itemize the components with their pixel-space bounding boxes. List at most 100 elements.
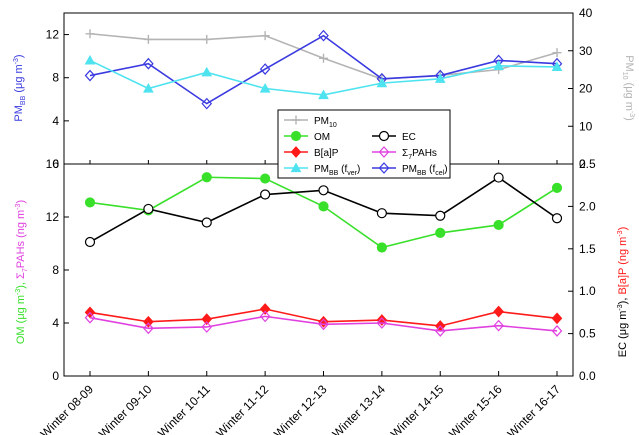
data-point-om — [435, 227, 446, 238]
legend-entry-om: OM — [284, 130, 330, 143]
bottom-left-axis-label-om-end: ), — [15, 279, 27, 289]
y-tick-label: 4 — [52, 114, 59, 128]
bottom-right-axis-label: EC (μg m-3), B[a]P (ng m-3) — [617, 227, 629, 358]
legend-swatch-marker — [290, 146, 302, 158]
data-point-om — [260, 173, 271, 184]
top-left-axis-label-sup: -3 — [13, 58, 20, 64]
data-point-pm10 — [143, 34, 153, 44]
bottom-right-axis-label-sup: -3 — [617, 304, 624, 310]
data-point-7pahs — [376, 317, 388, 329]
legend-label-part: Σ — [402, 148, 408, 159]
y-tick-label: 0.0 — [579, 369, 596, 383]
y-tick-label: 1.5 — [579, 242, 596, 256]
y-tick-label: 16 — [46, 157, 60, 171]
data-point-7pahs — [551, 325, 563, 337]
top-right-axis-label-part: PM — [623, 55, 635, 72]
bottom-right-axis-label-ec-end: ), — [617, 295, 629, 305]
data-point-pmbb-fver — [376, 77, 388, 88]
data-point-ec — [143, 203, 154, 215]
data-point-pmbb-fcel — [259, 63, 271, 75]
legend-label-sub: cel — [435, 170, 444, 177]
data-point-pm10 — [202, 34, 212, 44]
data-point-ec — [493, 172, 504, 183]
data-point-pmbb-fcel — [143, 57, 154, 70]
data-point-7pahs — [493, 319, 504, 332]
y-tick-label: 12 — [46, 28, 60, 42]
bottom-right-axis-label-close: ) — [617, 227, 629, 231]
bottom-right-axis-label-sup: -3 — [617, 230, 624, 236]
legend-swatch-marker — [291, 115, 301, 125]
legend-label-sub: 7 — [408, 154, 412, 161]
data-point-ec — [318, 185, 329, 196]
data-point-pmbb-fcel — [201, 97, 213, 110]
data-point-pmbb-fver — [493, 60, 504, 70]
data-point-pmbb-fver — [201, 66, 213, 77]
top-series-group — [84, 29, 563, 110]
data-point-pm10 — [552, 48, 562, 58]
data-point-pmbb-fcel — [84, 69, 96, 82]
y-tick-label: 0 — [52, 157, 59, 171]
data-point-om — [493, 219, 504, 231]
x-tick-label: Winter 10-11 — [155, 382, 213, 435]
data-point-pm10 — [260, 31, 270, 41]
x-tick-label: Winter 11-12 — [213, 382, 271, 435]
data-point-pmbb-fver — [318, 89, 329, 100]
legend-label: OM — [314, 132, 330, 143]
top-left-axis-label-part: (μg m — [13, 64, 25, 95]
data-point-om — [318, 201, 329, 212]
bottom-series-group — [84, 172, 563, 337]
data-point-pm10 — [85, 29, 95, 39]
data-point-b-a-p — [201, 313, 213, 326]
series-pmbb-fver — [84, 54, 563, 100]
bottom-left-axis-label-om: OM (μg m — [15, 295, 27, 344]
data-point-pmbb-fver — [434, 73, 446, 83]
x-tick-label: Winter 08-09 — [38, 382, 97, 435]
bottom-left-axis: 0 4 8 12 16 — [46, 157, 69, 383]
y-tick-label: 30 — [579, 44, 593, 58]
legend-label-part: B[a]P — [314, 148, 339, 159]
top-left-axis-label-part: ) — [13, 54, 25, 58]
data-point-7pahs — [84, 311, 96, 324]
y-tick-label: 2.0 — [579, 199, 596, 213]
top-right-axis: 0 10 20 30 40 — [568, 6, 593, 171]
legend-label-part: ) — [444, 164, 447, 175]
x-tick-label: Winter 09-10 — [96, 382, 155, 435]
legend-label-sub: ver — [347, 170, 357, 177]
legend-entry-pmbb-fcel: PMBB (fcel) — [372, 162, 448, 177]
data-point-b-a-p — [551, 312, 563, 325]
y-tick-label: 8 — [52, 71, 59, 85]
data-point-7pahs — [259, 310, 271, 323]
data-point-ec — [376, 208, 387, 219]
top-left-axis-label-sub: BB — [20, 95, 27, 105]
data-point-b-a-p — [143, 315, 154, 328]
y-tick-label: 1.0 — [579, 284, 596, 298]
legend-entry-7pahs: Σ7PAHs — [372, 146, 437, 161]
y-tick-label: 0.5 — [579, 327, 596, 341]
top-right-axis-label-sup: -3 — [628, 111, 635, 117]
legend-entry-b-a-p: B[a]P — [284, 146, 339, 159]
legend-label-part: PM — [314, 116, 329, 127]
y-tick-label: 12 — [46, 210, 60, 224]
top-right-axis-label-part: (μg m — [623, 79, 635, 110]
data-point-ec — [551, 213, 563, 224]
legend-label: PM10 — [314, 116, 337, 129]
top-left-axis-label-part: PM — [13, 105, 25, 122]
series-line-pmbb-fcel — [89, 34, 558, 105]
y-tick-label: 10 — [579, 119, 593, 133]
legend-swatch-marker — [290, 162, 302, 173]
bottom-left-axis-label-pah: Σ — [15, 272, 27, 279]
data-point-ec — [435, 210, 446, 221]
data-point-om — [201, 172, 212, 183]
legend-entry-ec: EC — [372, 130, 416, 143]
legend-swatch-marker — [290, 130, 302, 142]
data-point-om — [84, 197, 96, 208]
data-point-ec — [260, 189, 271, 200]
data-point-7pahs — [434, 325, 446, 337]
legend-entry-pm10: PM10 — [284, 115, 337, 129]
legend-label: EC — [402, 132, 416, 143]
data-point-7pahs — [318, 318, 329, 331]
legend-label: PMBB (fcel) — [402, 164, 448, 177]
